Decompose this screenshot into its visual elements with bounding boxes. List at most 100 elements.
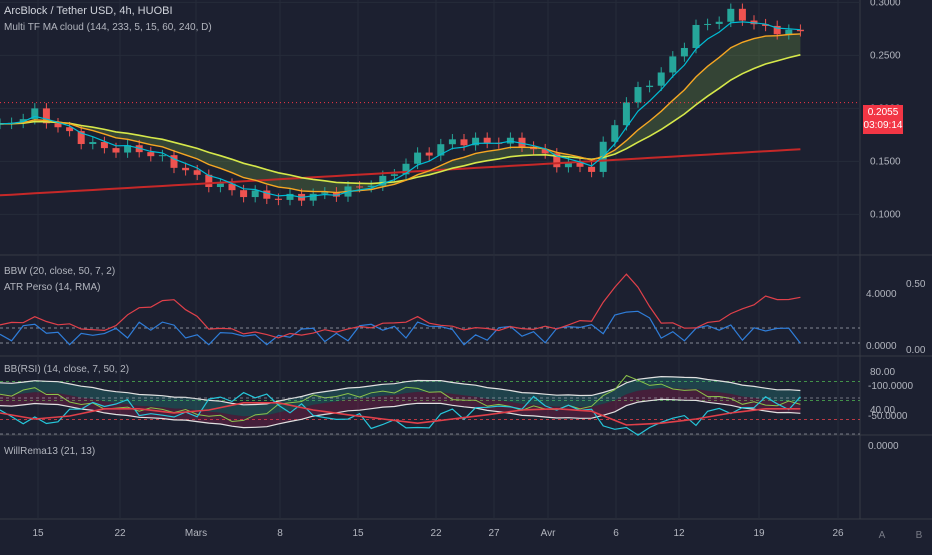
time-tick-label: 26 xyxy=(832,528,844,539)
price-tick-label: 0.1500 xyxy=(870,156,901,167)
candle-body xyxy=(692,24,700,48)
price-pane[interactable] xyxy=(0,3,860,206)
price-tick-label: 0.2500 xyxy=(870,50,901,61)
candle-body xyxy=(321,192,329,194)
rsi-tick-label: 80.00 xyxy=(870,367,895,378)
candle-body xyxy=(147,152,155,157)
ema-fast-line xyxy=(0,21,801,198)
candle-body xyxy=(611,125,619,142)
candle-body xyxy=(518,137,526,147)
atr-label: ATR Perso (14, RMA) xyxy=(4,282,101,293)
candle-body xyxy=(66,127,74,132)
candle-body xyxy=(356,186,364,188)
bar-countdown: 03:09:14 xyxy=(863,120,903,131)
candle-body xyxy=(402,163,410,175)
bbw-atr-tick-label: 0.0000 xyxy=(866,341,897,352)
grid-lines xyxy=(0,0,932,520)
time-tick-label: Mars xyxy=(185,528,207,539)
auto-scale-button[interactable]: A xyxy=(878,530,886,541)
candle-body xyxy=(158,155,166,157)
candle-body xyxy=(715,21,723,24)
time-tick-label: 15 xyxy=(352,528,364,539)
candle-body xyxy=(634,87,642,103)
candle-body xyxy=(89,142,97,145)
candle-body xyxy=(414,152,422,164)
willrema-label: WillRema13 (21, 13) xyxy=(4,446,96,457)
ma-cloud xyxy=(0,33,801,193)
candle-body xyxy=(472,137,480,146)
candle-body xyxy=(588,166,596,172)
candle-body xyxy=(274,198,282,200)
candle-body xyxy=(773,25,781,35)
time-tick-label: 8 xyxy=(277,528,283,539)
candle-body xyxy=(796,29,804,32)
last-price-tag: 0.2055 03:09:14 xyxy=(863,105,903,134)
candle-body xyxy=(19,119,27,123)
candle-body xyxy=(193,170,201,175)
candle-body xyxy=(205,174,213,188)
candle-body xyxy=(309,193,317,201)
time-tick-label: Avr xyxy=(541,528,556,539)
candle-body xyxy=(762,24,770,26)
candle-body xyxy=(460,139,468,146)
bbw-atr-tick-label: 4.0000 xyxy=(866,289,897,300)
rsi-upper-band-fill xyxy=(0,376,801,417)
candle-body xyxy=(483,137,491,143)
candle-body xyxy=(286,193,294,200)
bbw-label: BBW (20, close, 50, 7, 2) xyxy=(4,266,116,277)
wr-line xyxy=(0,391,801,436)
candle-body xyxy=(367,185,375,188)
price-tick-label: 0.3000 xyxy=(870,0,901,8)
bbw-atr-pane[interactable] xyxy=(0,273,860,346)
time-tick-label: 6 xyxy=(613,528,619,539)
candle-body xyxy=(263,190,271,199)
candle-body xyxy=(425,152,433,156)
time-tick-label: 15 xyxy=(32,528,44,539)
rsi-tick-label: 40.00 xyxy=(870,405,895,416)
candle-body xyxy=(564,162,572,168)
wr-tick-label: -50.0000 xyxy=(868,411,908,422)
candle-body xyxy=(332,192,340,197)
candle-body xyxy=(228,183,236,191)
candle-body xyxy=(646,85,654,88)
candle-body xyxy=(553,153,561,168)
candle-body xyxy=(448,139,456,145)
candle-body xyxy=(100,142,108,149)
wr-tick-label: 0.0000 xyxy=(868,441,899,452)
candle-body xyxy=(77,131,85,145)
indicator-title: Multi TF MA cloud (144, 233, 5, 15, 60, … xyxy=(4,22,212,33)
candle-body xyxy=(437,144,445,156)
last-price-value: 0.2055 xyxy=(867,107,899,118)
price-tick-label: 0.1000 xyxy=(870,209,901,220)
bbw-right-tick-label: 0.00 xyxy=(906,345,926,356)
candle-body xyxy=(112,148,120,153)
candle-body xyxy=(379,175,387,186)
candle-body xyxy=(54,123,62,128)
candle-body xyxy=(738,8,746,21)
candle-body xyxy=(42,108,50,124)
willrema-pane[interactable] xyxy=(0,391,860,436)
candle-body xyxy=(31,108,39,120)
ma-slow-line xyxy=(0,54,801,185)
symbol-title: ArcBlock / Tether USD, 4h, HUOBI xyxy=(4,5,173,17)
candle-body xyxy=(785,29,793,35)
time-tick-label: 22 xyxy=(114,528,126,539)
candle-body xyxy=(541,149,549,154)
candle-body xyxy=(727,8,735,22)
bbw-line xyxy=(0,310,801,346)
candle-body xyxy=(390,174,398,176)
rsi-upper-band xyxy=(0,375,801,406)
time-tick-label: 22 xyxy=(430,528,442,539)
wr-ema-line xyxy=(0,402,801,426)
atr-line xyxy=(0,273,801,339)
time-tick-label: 12 xyxy=(673,528,685,539)
candle-body xyxy=(170,155,178,168)
candle-body xyxy=(657,72,665,86)
candle-body xyxy=(704,23,712,25)
ma-mid-line xyxy=(0,33,801,194)
log-scale-button[interactable]: B xyxy=(915,530,923,541)
bb-rsi-label: BB(RSI) (14, close, 7, 50, 2) xyxy=(4,364,130,375)
time-tick-label: 19 xyxy=(753,528,765,539)
